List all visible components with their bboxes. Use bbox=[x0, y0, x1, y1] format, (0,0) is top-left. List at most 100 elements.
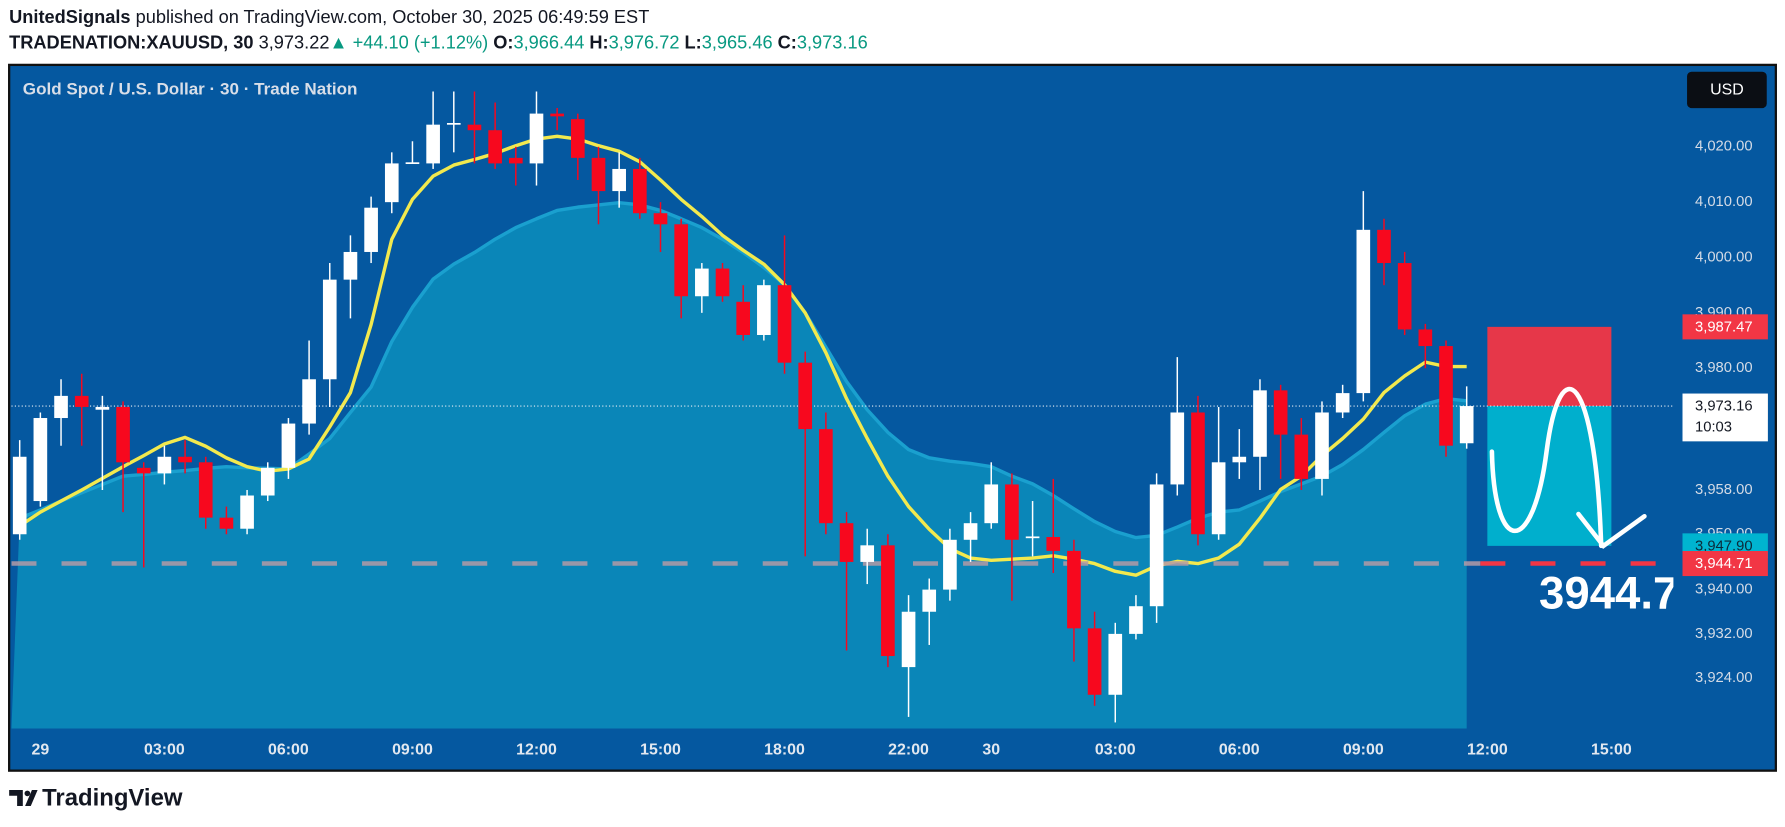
candle-body bbox=[984, 484, 999, 524]
candle-body bbox=[757, 285, 771, 335]
symbol: TRADENATION:XAUUSD, 30 bbox=[9, 32, 253, 52]
candle-body bbox=[1232, 456, 1247, 463]
candle-body bbox=[550, 113, 564, 117]
candle-body bbox=[777, 285, 792, 363]
candle-body bbox=[695, 268, 709, 297]
candle-body bbox=[715, 268, 730, 297]
y-tick-label: 4,010.00 bbox=[1695, 194, 1753, 210]
candle-body bbox=[364, 207, 378, 252]
candle-body bbox=[881, 545, 895, 657]
plot-area: 3944.71 bbox=[11, 91, 1704, 729]
ohlc-value: 3,966.44 bbox=[513, 32, 584, 52]
currency-label[interactable]: USD bbox=[1710, 82, 1744, 99]
candle-body bbox=[901, 611, 916, 668]
candle-body bbox=[405, 162, 420, 165]
candle-body bbox=[1149, 484, 1164, 607]
candle-body bbox=[54, 395, 68, 419]
y-tick-label: 4,000.00 bbox=[1695, 249, 1753, 265]
x-tick-label: 18:00 bbox=[764, 741, 805, 758]
candle-body bbox=[1087, 628, 1102, 695]
candle-body bbox=[1273, 390, 1288, 435]
y-tick-label: 3,980.00 bbox=[1695, 360, 1753, 376]
candle-body bbox=[95, 406, 110, 410]
candle-body bbox=[839, 523, 854, 562]
candle-body bbox=[33, 418, 48, 502]
level-label: 3,944.71 bbox=[1695, 556, 1753, 572]
countdown-label: 10:03 bbox=[1695, 420, 1732, 436]
candle-body bbox=[943, 539, 957, 590]
drawn-curve bbox=[1489, 386, 1604, 549]
candle-body bbox=[819, 429, 833, 524]
candle-body bbox=[12, 456, 27, 535]
change: +44.10 (+1.12%) bbox=[353, 32, 489, 52]
candle-body bbox=[508, 157, 523, 164]
candle-body bbox=[674, 224, 688, 297]
candle-body bbox=[240, 495, 254, 529]
published: published on TradingView.com, October 30… bbox=[136, 7, 650, 27]
change-arrow: ▲ bbox=[329, 32, 347, 52]
candle-body bbox=[1067, 550, 1081, 629]
candle-body bbox=[736, 301, 751, 335]
x-tick-label: 12:00 bbox=[516, 741, 557, 758]
header-line-1: UnitedSignals published on TradingView.c… bbox=[9, 7, 649, 27]
candle-body bbox=[1418, 329, 1433, 347]
candle-body bbox=[1108, 633, 1123, 695]
level-text: 3944.71 bbox=[1539, 568, 1704, 619]
candle-body bbox=[1025, 536, 1040, 539]
candle-body bbox=[384, 163, 399, 203]
last-price-label: 3,973.16 bbox=[1695, 399, 1753, 415]
y-tick-label: 3,958.00 bbox=[1695, 482, 1753, 498]
y-tick-label: 3,932.00 bbox=[1695, 626, 1753, 642]
stop-label-bg bbox=[1682, 314, 1768, 340]
logo-dot bbox=[24, 790, 31, 797]
x-tick-label: 30 bbox=[982, 741, 1000, 758]
candle-body bbox=[1191, 412, 1205, 535]
ohlc-key: C: bbox=[778, 32, 797, 52]
candle-body bbox=[198, 462, 213, 518]
drawn-arrowhead bbox=[1576, 511, 1647, 550]
x-tick-label: 15:00 bbox=[640, 741, 681, 758]
candle-body bbox=[612, 168, 626, 192]
y-tick-label: 3,940.00 bbox=[1695, 582, 1753, 598]
candle-body bbox=[260, 467, 275, 496]
candle-body bbox=[116, 406, 130, 463]
header-line-2: TRADENATION:XAUUSD, 30 3,973.22▲ +44.10 … bbox=[9, 32, 868, 52]
candle-body bbox=[1211, 462, 1226, 535]
currency-button[interactable] bbox=[1687, 71, 1767, 109]
ma-area bbox=[11, 202, 1467, 729]
ohlc-key: H: bbox=[589, 32, 608, 52]
candle-body bbox=[653, 213, 668, 225]
candle-body bbox=[1294, 434, 1309, 479]
candle-body bbox=[426, 124, 440, 164]
stop-label: 3,987.47 bbox=[1695, 319, 1753, 335]
ohlc-key: L: bbox=[685, 32, 702, 52]
candle-body bbox=[157, 456, 172, 474]
author: UnitedSignals bbox=[9, 7, 130, 27]
candle-body bbox=[136, 467, 151, 474]
candle-body bbox=[922, 589, 937, 612]
x-tick-label: 29 bbox=[32, 741, 50, 758]
candle-body bbox=[1377, 229, 1391, 264]
logo-mark bbox=[9, 790, 38, 806]
candle-body bbox=[1253, 390, 1267, 457]
candle-body bbox=[74, 395, 89, 407]
last-price-bg bbox=[1682, 393, 1768, 442]
candle-body bbox=[467, 124, 482, 131]
candle-body bbox=[1005, 484, 1019, 540]
x-tick-label: 12:00 bbox=[1467, 741, 1508, 758]
candle-body bbox=[1439, 346, 1453, 446]
candle-body bbox=[860, 545, 875, 562]
last-price: 3,973.22 bbox=[259, 32, 330, 52]
ohlc-key: O: bbox=[493, 32, 513, 52]
x-tick-label: 09:00 bbox=[1343, 741, 1384, 758]
y-tick-label: 4,020.00 bbox=[1695, 139, 1753, 155]
ohlc-value: 3,965.46 bbox=[702, 32, 773, 52]
candle-body bbox=[591, 157, 606, 192]
candle-body bbox=[1046, 537, 1061, 551]
candle-body bbox=[798, 362, 813, 430]
ohlc-value: 3,973.16 bbox=[797, 32, 868, 52]
candle-body bbox=[1356, 229, 1371, 394]
ma-line bbox=[18, 134, 1467, 577]
logo bbox=[9, 790, 38, 806]
